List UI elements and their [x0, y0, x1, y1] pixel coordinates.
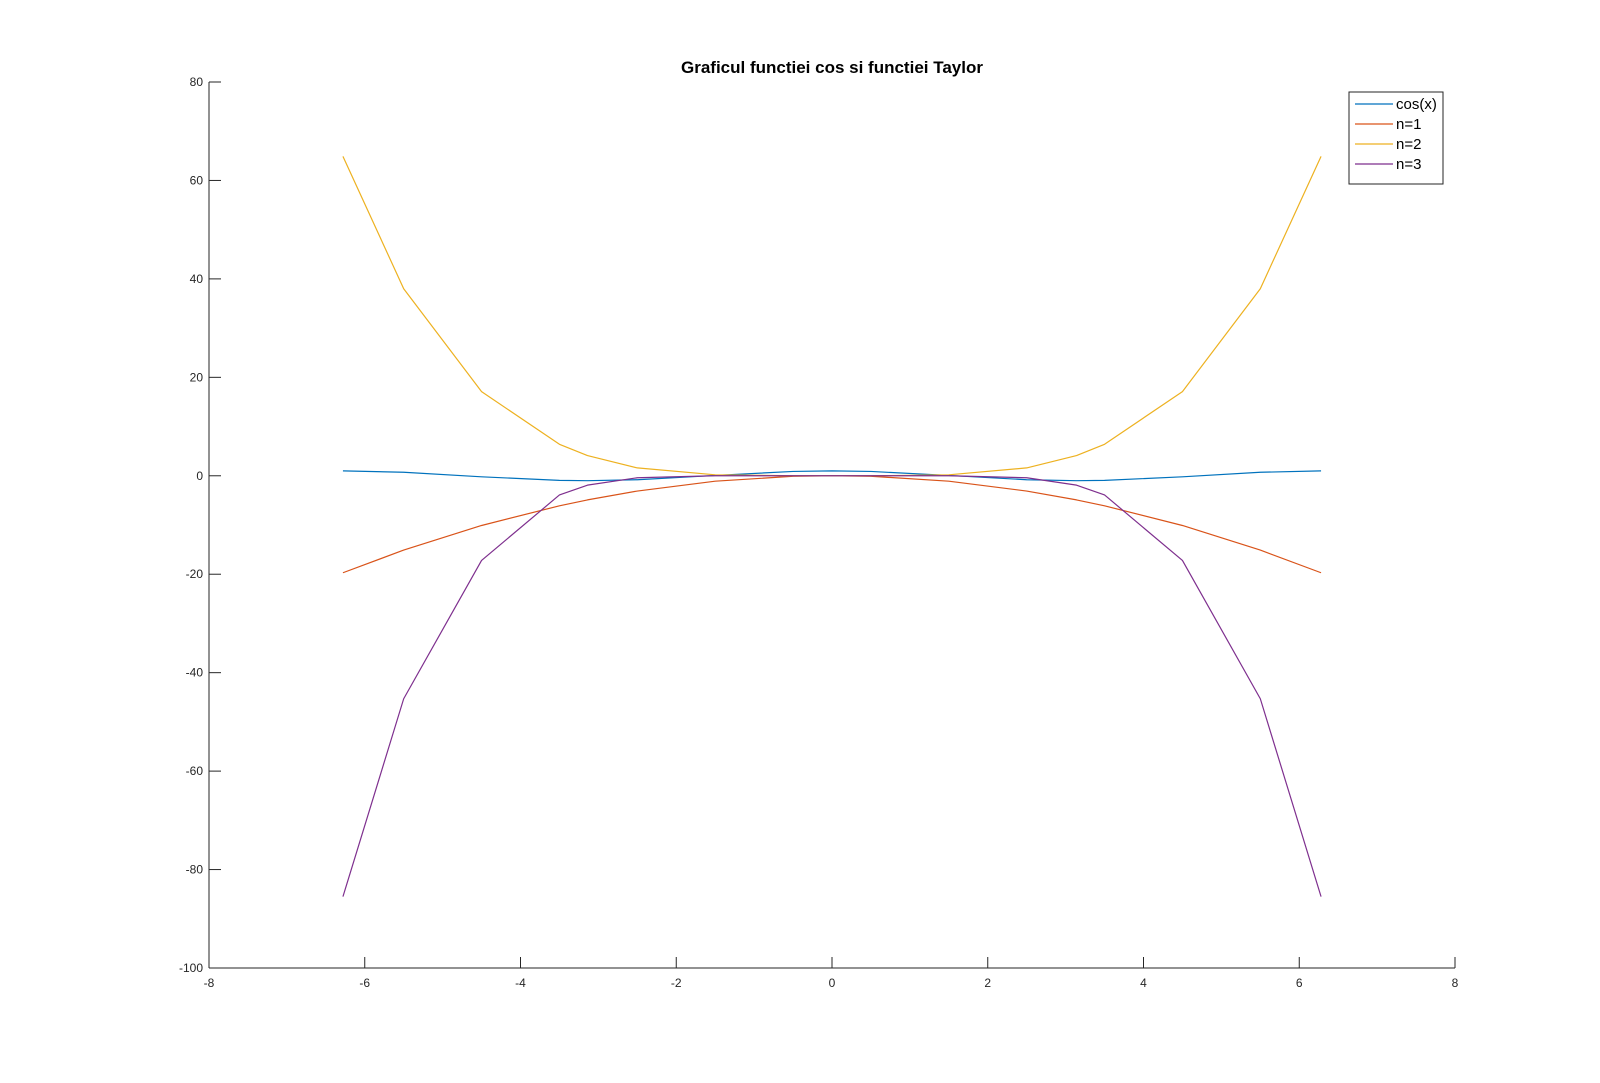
x-tick-label: -6: [359, 976, 370, 990]
x-tick-label: -8: [204, 976, 215, 990]
x-tick-label: 4: [1140, 976, 1147, 990]
y-tick-label: -60: [186, 764, 204, 778]
legend-label: cos(x): [1396, 96, 1437, 113]
legend-label: n=2: [1396, 136, 1421, 153]
y-tick-label: -40: [186, 666, 204, 680]
x-tick-label: 8: [1452, 976, 1459, 990]
legend: cos(x) n=1 n=2 n=3: [1348, 91, 1444, 185]
y-tick-label: 80: [190, 75, 204, 89]
series-line-n-3: [342, 475, 1322, 897]
x-tick-label: -2: [671, 976, 682, 990]
y-tick-label: 40: [190, 272, 204, 286]
series-lines: [342, 156, 1322, 897]
x-tick-label: 0: [829, 976, 836, 990]
y-tick-label: -80: [186, 863, 204, 877]
chart-title: Graficul functiei cos si functiei Taylor: [681, 58, 983, 77]
x-tick-label: 6: [1296, 976, 1303, 990]
y-tick-label: 0: [196, 469, 203, 483]
legend-box: [1348, 91, 1444, 185]
y-tick-label: 60: [190, 173, 204, 187]
y-tick-label: -20: [186, 567, 204, 581]
series-line-n-1: [342, 475, 1322, 574]
x-tick-label: -4: [515, 976, 526, 990]
legend-label: n=3: [1396, 156, 1421, 173]
x-tick-label: 2: [984, 976, 991, 990]
legend-label: n=1: [1396, 116, 1421, 133]
series-line-n-2: [342, 156, 1322, 477]
y-tick-label: 20: [190, 370, 204, 384]
y-tick-label: -100: [179, 961, 203, 975]
series-line-cos-x-: [342, 470, 1322, 482]
